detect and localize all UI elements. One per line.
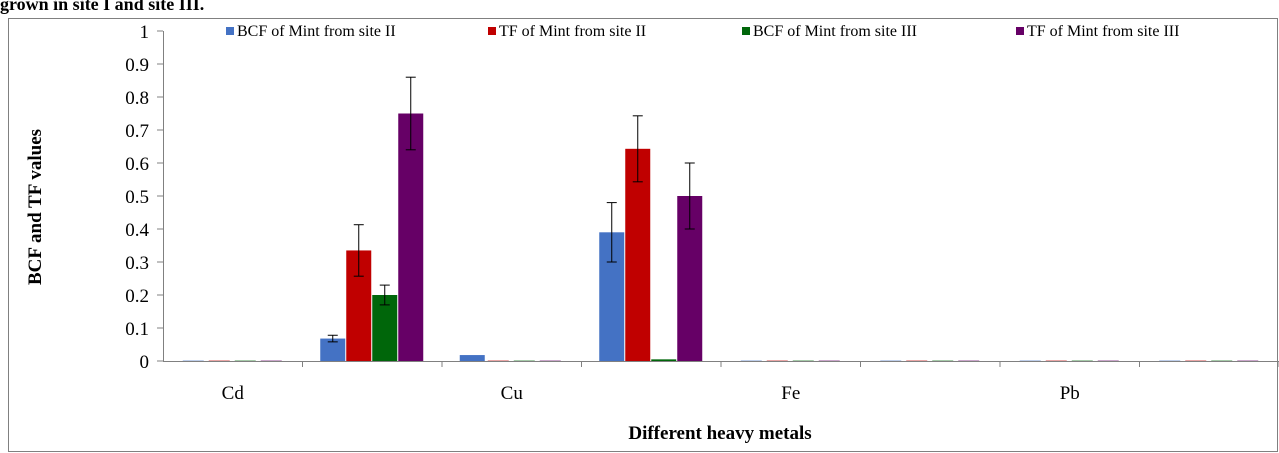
y-tick-label: 0.5	[125, 187, 149, 208]
legend-label: BCF of Mint from site II	[237, 23, 396, 40]
y-tick-label: 0.7	[125, 121, 149, 142]
bar	[651, 359, 677, 361]
y-axis: 0 0.1 0.2 0.3 0.4 0.5 0.6 0.7 0.8 0.9 1	[125, 22, 164, 373]
y-tick-label: 1	[140, 22, 150, 43]
page-title: grown in site I and site III.	[0, 0, 204, 14]
legend-swatch	[226, 27, 234, 35]
y-tick-label: 0.4	[125, 220, 149, 241]
y-tick-label: 0.9	[125, 55, 149, 76]
y-tick-label: 0.6	[125, 154, 149, 175]
bar	[398, 113, 424, 361]
bars-group	[182, 113, 1259, 361]
legend-label: TF of Mint from site III	[1027, 23, 1179, 40]
x-tick-label: Pb	[1060, 383, 1080, 404]
x-tick-label: Cu	[501, 383, 524, 404]
legend-swatch	[1016, 27, 1024, 35]
legend-swatch	[488, 27, 496, 35]
x-axis: Cd Cu Fe Pb	[163, 361, 1279, 404]
x-tick-label: Fe	[781, 383, 800, 404]
x-axis-label: Different heavy metals	[628, 423, 811, 444]
y-axis-label: BCF and TF values	[25, 129, 46, 285]
legend-label: BCF of Mint from site III	[753, 23, 917, 40]
y-tick-label: 0.2	[125, 286, 149, 307]
legend-label: TF of Mint from site II	[499, 23, 646, 40]
x-tick-label: Cd	[222, 383, 245, 404]
chart-frame	[8, 18, 1278, 452]
error-bars-group	[327, 76, 695, 343]
y-tick-label: 0.3	[125, 253, 149, 274]
y-tick-label: 0.8	[125, 88, 149, 109]
bar	[459, 355, 485, 361]
bar	[625, 148, 651, 361]
legend-swatch	[742, 27, 750, 35]
y-tick-label: 0	[140, 352, 150, 373]
legend: BCF of Mint from site II TF of Mint from …	[226, 23, 1179, 40]
bar	[372, 295, 398, 361]
y-tick-label: 0.1	[125, 319, 149, 340]
bar	[320, 338, 346, 361]
